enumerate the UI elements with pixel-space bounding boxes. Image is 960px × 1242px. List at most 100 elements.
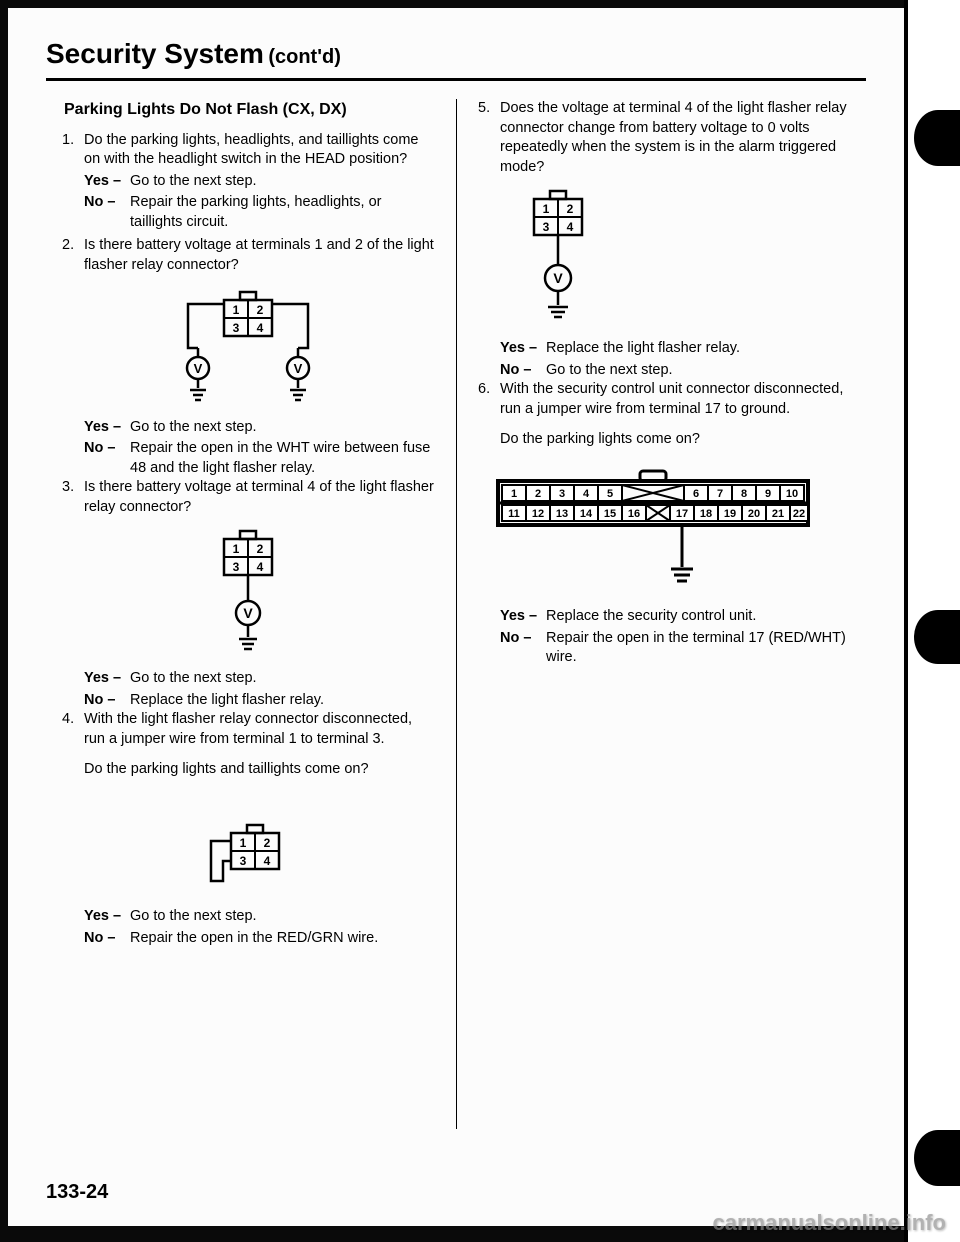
step4-yn: Yes –Go to the next step. No –Repair the… [84, 907, 434, 948]
svg-text:3: 3 [240, 854, 247, 868]
svg-text:4: 4 [257, 321, 264, 335]
yes-text: Go to the next step. [130, 418, 434, 438]
svg-text:1: 1 [240, 836, 247, 850]
step2-yn: Yes –Go to the next step. No –Repair the… [84, 418, 434, 479]
manual-page: Security System (cont'd) Parking Lights … [8, 8, 904, 1226]
step-text: Is there battery voltage at terminals 1 … [84, 236, 434, 275]
step-body: With the light flasher relay connector d… [84, 710, 434, 785]
no-text: Replace the light flasher relay. [130, 691, 434, 711]
step-body: Do the parking lights, headlights, and t… [84, 131, 434, 233]
yes-label: Yes – [500, 607, 546, 627]
svg-text:8: 8 [741, 488, 747, 500]
dual-probe-svg: 1 2 3 4 V V [158, 288, 338, 408]
step-body: With the security control unit connector… [500, 380, 856, 455]
diagram-single-probe: 1 2 3 4 V [62, 529, 434, 659]
svg-text:4: 4 [583, 488, 590, 500]
yes-label: Yes – [84, 172, 130, 192]
step6-yn: Yes –Replace the security control unit. … [500, 607, 856, 668]
svg-text:19: 19 [724, 508, 736, 520]
no-label: No – [84, 439, 130, 478]
svg-text:1: 1 [233, 303, 240, 317]
svg-text:11: 11 [508, 508, 520, 520]
svg-text:22: 22 [793, 508, 805, 520]
step-body: Does the voltage at terminal 4 of the li… [500, 99, 856, 177]
yes-label: Yes – [84, 669, 130, 689]
svg-text:2: 2 [257, 542, 264, 556]
svg-text:5: 5 [607, 488, 613, 500]
title-rule [46, 78, 866, 81]
svg-text:3: 3 [233, 560, 240, 574]
no-label: No – [84, 929, 130, 949]
step-subtext: Do the parking lights come on? [500, 430, 856, 450]
svg-text:12: 12 [532, 508, 544, 520]
svg-text:7: 7 [717, 488, 723, 500]
svg-text:3: 3 [559, 488, 565, 500]
svg-text:2: 2 [535, 488, 541, 500]
step-number: 4. [62, 710, 84, 785]
no-label: No – [84, 691, 130, 711]
yes-text: Go to the next step. [130, 907, 434, 927]
column-divider [456, 99, 457, 1129]
watermark: carmanualsonline.info [713, 1210, 947, 1236]
svg-text:1: 1 [543, 202, 550, 216]
step3-yn: Yes –Go to the next step. No –Replace th… [84, 669, 434, 710]
binder-tab [914, 610, 960, 664]
yes-text: Replace the light flasher relay. [546, 339, 856, 359]
step-text: Does the voltage at terminal 4 of the li… [500, 99, 856, 177]
step: 2. Is there battery voltage at terminals… [62, 236, 434, 275]
step5-yn: Yes –Replace the light flasher relay. No… [500, 339, 856, 380]
svg-text:9: 9 [765, 488, 771, 500]
svg-text:18: 18 [700, 508, 712, 520]
svg-text:17: 17 [676, 508, 688, 520]
yes-label: Yes – [84, 418, 130, 438]
no-text: Repair the open in the WHT wire between … [130, 439, 434, 478]
page-title-suffix: (cont'd) [268, 46, 341, 68]
svg-text:2: 2 [257, 303, 264, 317]
step-text: With the light flasher relay connector d… [84, 710, 434, 749]
no-label: No – [500, 361, 546, 381]
section-heading: Parking Lights Do Not Flash (CX, DX) [64, 99, 434, 121]
step-number: 3. [62, 478, 84, 517]
single-probe-svg: 1 2 3 4 V [198, 529, 298, 659]
no-label: No – [84, 193, 130, 232]
single-probe-svg-r: 1 2 3 4 V [508, 189, 608, 329]
svg-text:3: 3 [233, 321, 240, 335]
diagram-single-probe-r: 1 2 3 4 V [508, 189, 856, 329]
step-text: With the security control unit connector… [500, 380, 856, 419]
svg-text:4: 4 [567, 220, 574, 234]
yes-label: Yes – [84, 907, 130, 927]
svg-text:2: 2 [567, 202, 574, 216]
svg-text:3: 3 [543, 220, 550, 234]
step-body: Is there battery voltage at terminal 4 o… [84, 478, 434, 517]
page-title: Security System [46, 38, 264, 69]
page-title-row: Security System (cont'd) [46, 38, 866, 70]
content-columns: Parking Lights Do Not Flash (CX, DX) 1. … [46, 99, 866, 948]
yes-text: Go to the next step. [130, 669, 434, 689]
no-text: Repair the open in the terminal 17 (RED/… [546, 629, 856, 668]
left-column: Parking Lights Do Not Flash (CX, DX) 1. … [46, 99, 456, 948]
right-column: 5. Does the voltage at terminal 4 of the… [456, 99, 866, 948]
svg-text:21: 21 [772, 508, 784, 520]
svg-text:6: 6 [693, 488, 699, 500]
svg-text:V: V [243, 605, 253, 621]
diagram-dual-probe: 1 2 3 4 V V [62, 288, 434, 408]
svg-text:V: V [194, 361, 203, 376]
no-text: Go to the next step. [546, 361, 856, 381]
yes-text: Go to the next step. [130, 172, 434, 192]
yes-text: Replace the security control unit. [546, 607, 856, 627]
svg-text:4: 4 [257, 560, 264, 574]
binder-tab [914, 110, 960, 166]
svg-text:4: 4 [264, 854, 271, 868]
svg-text:V: V [553, 270, 563, 286]
svg-text:13: 13 [556, 508, 568, 520]
diagram-wide-connector: 1 2 3 4 5 6 7 8 9 10 [488, 467, 856, 597]
step-text: Is there battery voltage at terminal 4 o… [84, 478, 434, 517]
svg-text:V: V [294, 361, 303, 376]
step-number: 2. [62, 236, 84, 275]
svg-text:16: 16 [628, 508, 640, 520]
step: 1. Do the parking lights, headlights, an… [62, 131, 434, 233]
step-number: 6. [478, 380, 500, 455]
wide-connector-svg: 1 2 3 4 5 6 7 8 9 10 [488, 467, 818, 597]
diagram-jumper: 1 2 3 4 [62, 797, 434, 897]
yes-label: Yes – [500, 339, 546, 359]
